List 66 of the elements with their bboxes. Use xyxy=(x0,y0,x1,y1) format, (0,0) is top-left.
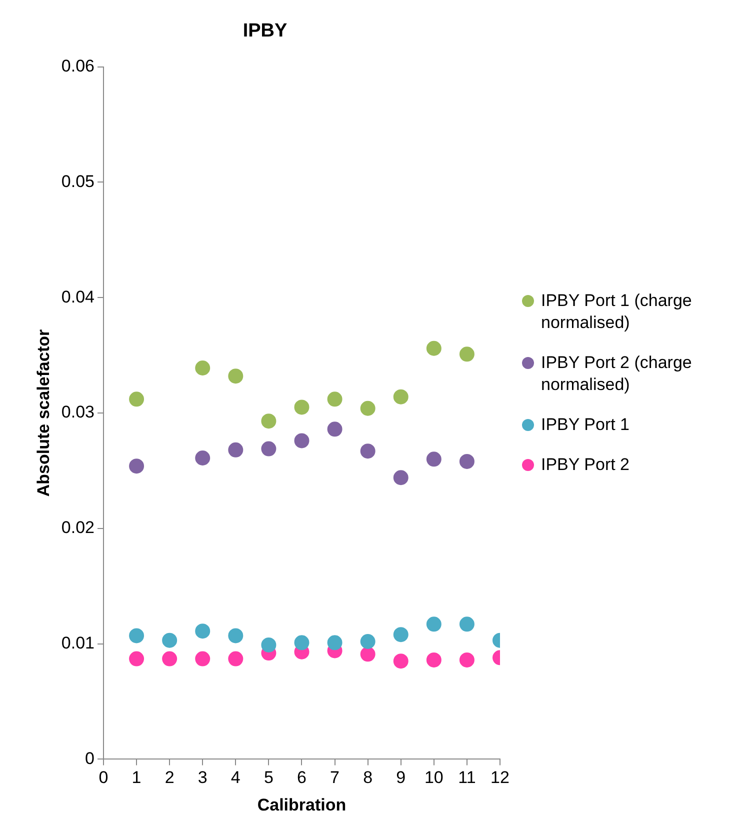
point xyxy=(393,470,408,486)
x-tick-label: 3 xyxy=(198,768,208,788)
legend-label: IPBY Port 1 xyxy=(541,414,630,436)
point xyxy=(162,651,178,666)
point xyxy=(426,452,442,467)
x-tick-label: 0 xyxy=(98,768,108,788)
point xyxy=(228,628,244,644)
point xyxy=(360,646,376,662)
x-tick-label: 11 xyxy=(458,768,476,788)
y-tick-label: 0.02 xyxy=(61,518,94,538)
point xyxy=(459,346,474,362)
point xyxy=(129,628,144,644)
point xyxy=(459,652,474,668)
point xyxy=(294,635,310,650)
point xyxy=(360,634,376,649)
x-tick-label: 8 xyxy=(363,768,373,788)
point xyxy=(459,454,474,469)
y-tick-label: 0.05 xyxy=(61,172,94,191)
y-tick-label: 0.03 xyxy=(61,402,94,422)
point xyxy=(228,651,244,666)
point xyxy=(426,340,442,356)
point xyxy=(195,450,210,466)
point xyxy=(195,624,210,639)
point xyxy=(261,414,276,429)
point xyxy=(162,632,178,648)
point xyxy=(426,652,442,668)
point xyxy=(360,400,376,416)
y-tick-label: 0.06 xyxy=(61,56,94,76)
x-tick-label: 5 xyxy=(264,768,274,788)
point xyxy=(195,360,210,376)
x-tick-label: 12 xyxy=(490,768,510,788)
y-tick-label: 0.04 xyxy=(61,287,94,306)
x-tick-label: 9 xyxy=(396,768,406,788)
point xyxy=(129,392,144,407)
legend-label: IPBY Port 1 (charge normalised) xyxy=(541,290,693,334)
point xyxy=(261,637,276,652)
point xyxy=(228,368,244,384)
point xyxy=(228,442,244,458)
x-tick-label: 2 xyxy=(164,768,174,788)
point xyxy=(327,635,342,650)
point xyxy=(459,616,474,632)
x-tick-label: 7 xyxy=(330,768,340,788)
point xyxy=(327,392,342,407)
point xyxy=(195,651,210,666)
point xyxy=(294,433,310,448)
chart-title: IPBY xyxy=(242,20,288,42)
x-tick-label: 10 xyxy=(424,768,444,788)
x-tick-label: 6 xyxy=(297,768,306,788)
point xyxy=(426,616,442,632)
point xyxy=(360,444,376,459)
point xyxy=(294,400,310,415)
x-tick-label: 1 xyxy=(132,768,142,788)
point xyxy=(129,458,144,474)
point xyxy=(129,651,144,666)
point xyxy=(393,654,408,669)
x-tick-label: 4 xyxy=(230,768,240,788)
y-tick-label: 0 xyxy=(85,748,94,768)
x-axis-title: Calibration xyxy=(257,795,346,814)
point xyxy=(393,389,408,404)
legend-label: IPBY Port 2 (charge normalised) xyxy=(541,352,693,396)
point xyxy=(393,627,408,642)
point xyxy=(261,441,276,456)
point xyxy=(327,422,342,437)
legend-label: IPBY Port 2 xyxy=(541,454,630,476)
y-tick-label: 0.01 xyxy=(61,633,94,652)
y-axis-title: Absolute scalefactor xyxy=(34,329,53,497)
